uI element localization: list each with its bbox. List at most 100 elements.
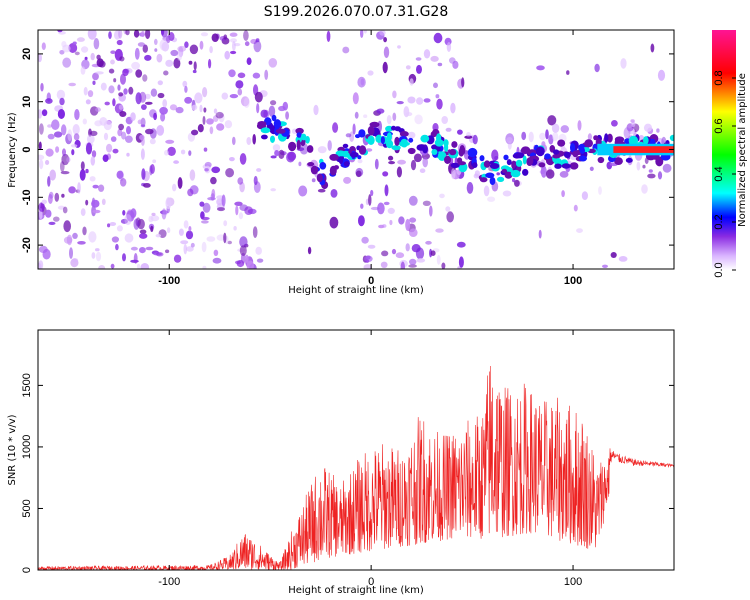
heat-speckle [352,123,356,135]
heat-speckle [594,63,600,73]
heat-speckle [180,149,186,155]
heat-speckle [87,90,94,98]
ridge-blob [319,162,327,170]
ridge-blob [520,146,531,154]
heat-speckle [405,243,410,252]
heat-speckle [521,131,527,141]
heat-speckle [199,201,205,207]
heat-speckle [311,178,316,183]
heat-speckle [85,199,89,206]
ridge-blob [570,143,576,153]
ridge-blob [535,146,545,157]
heat-speckle [587,133,593,141]
heat-speckle [95,107,101,112]
heat-speckle [201,220,209,224]
heat-speckle [139,247,146,254]
heat-speckle [224,50,230,60]
heat-speckle [74,51,80,56]
ridge-blob [343,161,350,167]
ridge-blob [306,145,314,153]
heat-speckle [41,109,48,117]
heat-speckle [411,244,421,253]
heat-speckle [270,100,277,106]
heat-speckle [416,97,424,105]
ridge-blob [593,135,599,141]
ridge-blob [329,153,339,161]
heat-speckle [466,182,474,194]
heat-speckle [72,258,79,263]
snr-line [38,365,674,570]
heat-speckle [110,136,117,142]
heat-speckle [116,39,123,46]
heat-speckle [201,216,210,221]
heat-speckle [81,46,89,53]
heat-speckle [156,124,165,136]
heat-speckle [326,30,331,42]
heat-speckle [201,241,207,253]
heat-speckle [41,42,46,50]
heat-speckle [41,199,47,204]
heat-speckle [343,176,352,184]
heat-speckle [221,194,226,207]
heat-speckle [223,34,228,40]
heat-speckle [165,139,175,144]
heat-speckle [425,240,432,245]
ridge-blob [385,139,394,149]
heat-speckle [122,68,129,77]
heat-speckle [161,208,167,220]
ridge-blob [625,157,633,163]
ridge-blob [522,155,527,165]
colorbar-tick-label: 0.8 [713,70,725,85]
heat-speckle [416,258,426,263]
heat-speckle [209,46,213,54]
heat-speckle [332,122,339,133]
ridge-blob [604,133,609,143]
heat-speckle [456,241,466,248]
heat-speckle [245,254,249,263]
ridge-blob [333,165,339,170]
heat-speckle [119,56,125,62]
ridge-blob [358,145,367,155]
heat-speckle [151,212,156,216]
ridge-blob [342,143,349,149]
heat-speckle [135,69,143,78]
heat-speckle [473,173,479,179]
heat-speckle [422,157,429,168]
heat-speckle [657,69,666,81]
ridge-blob [628,135,639,146]
heat-speckle [191,129,199,136]
spectrogram-y-label: Frequency (Hz) [7,112,18,188]
heat-speckle [239,153,247,165]
heat-speckle [436,98,443,110]
heat-speckle [68,186,76,194]
heat-speckle [45,98,53,104]
heat-speckle [165,59,174,67]
heat-speckle [95,251,102,262]
ridge-blob [296,132,302,138]
heat-speckle [62,148,66,157]
heat-speckle [85,99,91,105]
heat-speckle [82,226,87,236]
heat-speckle [143,183,151,188]
heat-speckle [66,156,71,163]
heat-speckle [409,78,414,86]
snr-y-label: SNR (10 * v/v) [7,414,18,485]
heat-speckle [441,262,446,269]
heat-speckle [85,168,89,174]
heat-speckle [250,39,258,44]
heat-speckle [446,211,455,223]
heat-speckle [118,30,123,39]
ridge-blob [310,165,319,175]
heat-speckle [577,120,582,131]
heat-speckle [59,50,65,55]
heat-speckle [598,186,602,195]
heat-speckle [581,191,589,201]
heat-speckle [631,121,636,128]
heat-speckle [142,44,148,53]
heat-speckle [47,124,53,128]
y-tick-label: -20 [21,237,33,253]
heat-speckle [357,159,363,164]
heat-speckle [648,169,653,173]
y-tick-label: 1500 [21,373,33,397]
heat-speckle [191,104,198,111]
